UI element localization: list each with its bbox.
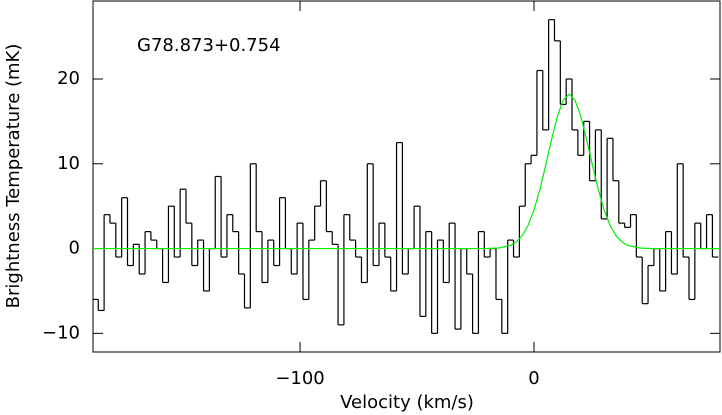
- y-tick-label: 10: [57, 153, 80, 174]
- plot-frame: [92, 0, 721, 353]
- step-riser: [97, 19, 713, 334]
- annotation: G78.873+0.754: [137, 35, 281, 56]
- y-axis-label: Brightness Temperature (mK): [3, 44, 24, 309]
- y-tick-label: −10: [42, 322, 80, 343]
- x-tick-label: −100: [275, 368, 324, 389]
- x-tick-label: 0: [528, 368, 539, 389]
- x-axis-label: Velocity (km/s): [340, 392, 474, 413]
- y-tick-label: 20: [57, 68, 80, 89]
- y-tick-label: 0: [69, 238, 80, 259]
- fit-line: [93, 93, 720, 250]
